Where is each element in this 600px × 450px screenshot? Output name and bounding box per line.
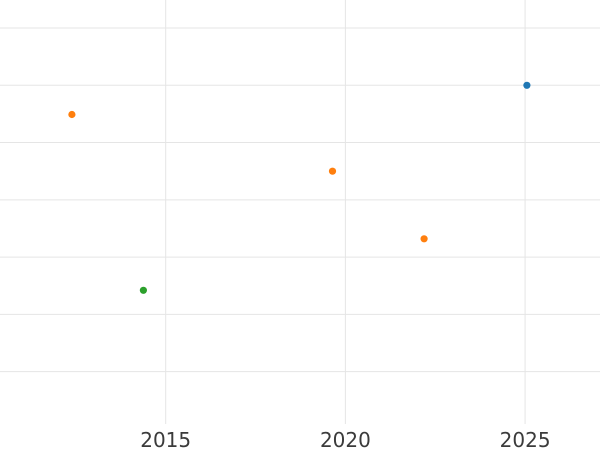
x-tick-label: 2025 [499, 428, 551, 450]
x-tick-label: 2015 [140, 428, 192, 450]
data-point-orange [68, 110, 76, 119]
data-point-blue [523, 81, 531, 89]
data-point-green [139, 286, 147, 294]
x-tick-label: 2020 [319, 428, 371, 450]
data-point-orange [328, 167, 337, 175]
data-point-orange [420, 235, 428, 243]
